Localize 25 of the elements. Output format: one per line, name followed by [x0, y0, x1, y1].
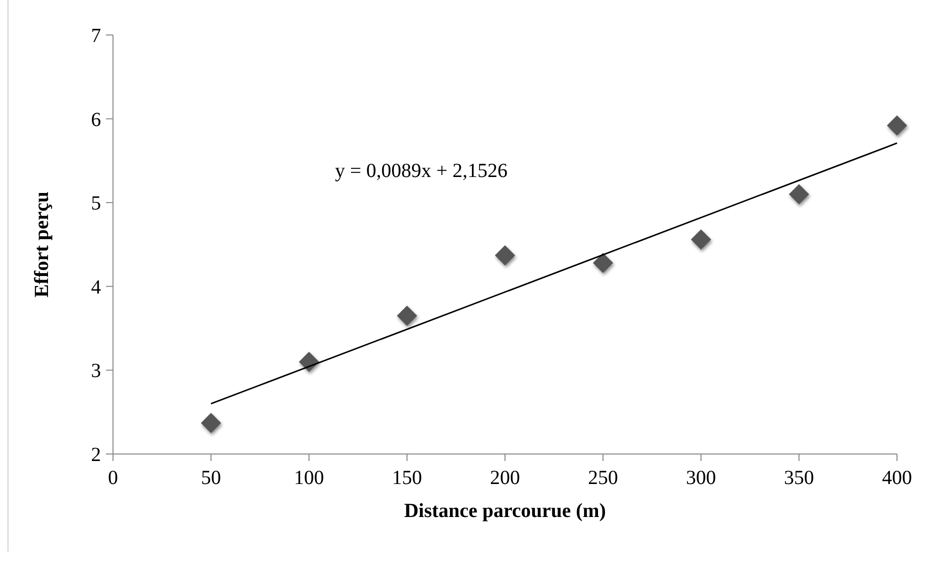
- x-tick-label: 300: [686, 467, 716, 489]
- x-tick-label: 0: [108, 467, 118, 489]
- x-tick-label: 400: [882, 467, 912, 489]
- x-tick-label: 350: [784, 467, 814, 489]
- point: [886, 115, 908, 136]
- y-tick-label: 2: [91, 444, 101, 466]
- y-axis-title: Effort perçu: [31, 191, 53, 298]
- point: [690, 229, 712, 250]
- x-tick-label: 50: [201, 467, 221, 489]
- y-tick-label: 5: [91, 192, 101, 215]
- y-tick-label: 3: [91, 360, 101, 382]
- x-tick-label: 100: [294, 467, 324, 489]
- point: [200, 412, 222, 434]
- y-tick-label: 7: [91, 25, 101, 47]
- y-tick-label: 6: [91, 108, 101, 131]
- x-tick-label: 250: [588, 467, 618, 489]
- point: [592, 252, 614, 274]
- x-tick-label: 200: [490, 467, 520, 489]
- x-axis-title: Distance parcourue (m): [404, 500, 606, 522]
- annotation: y = 0,0089x + 2,1526: [335, 160, 508, 182]
- point: [788, 184, 810, 204]
- point: [494, 245, 516, 266]
- x-tick-label: 150: [392, 467, 422, 489]
- y-tick-label: 4: [91, 276, 101, 298]
- point: [396, 306, 418, 326]
